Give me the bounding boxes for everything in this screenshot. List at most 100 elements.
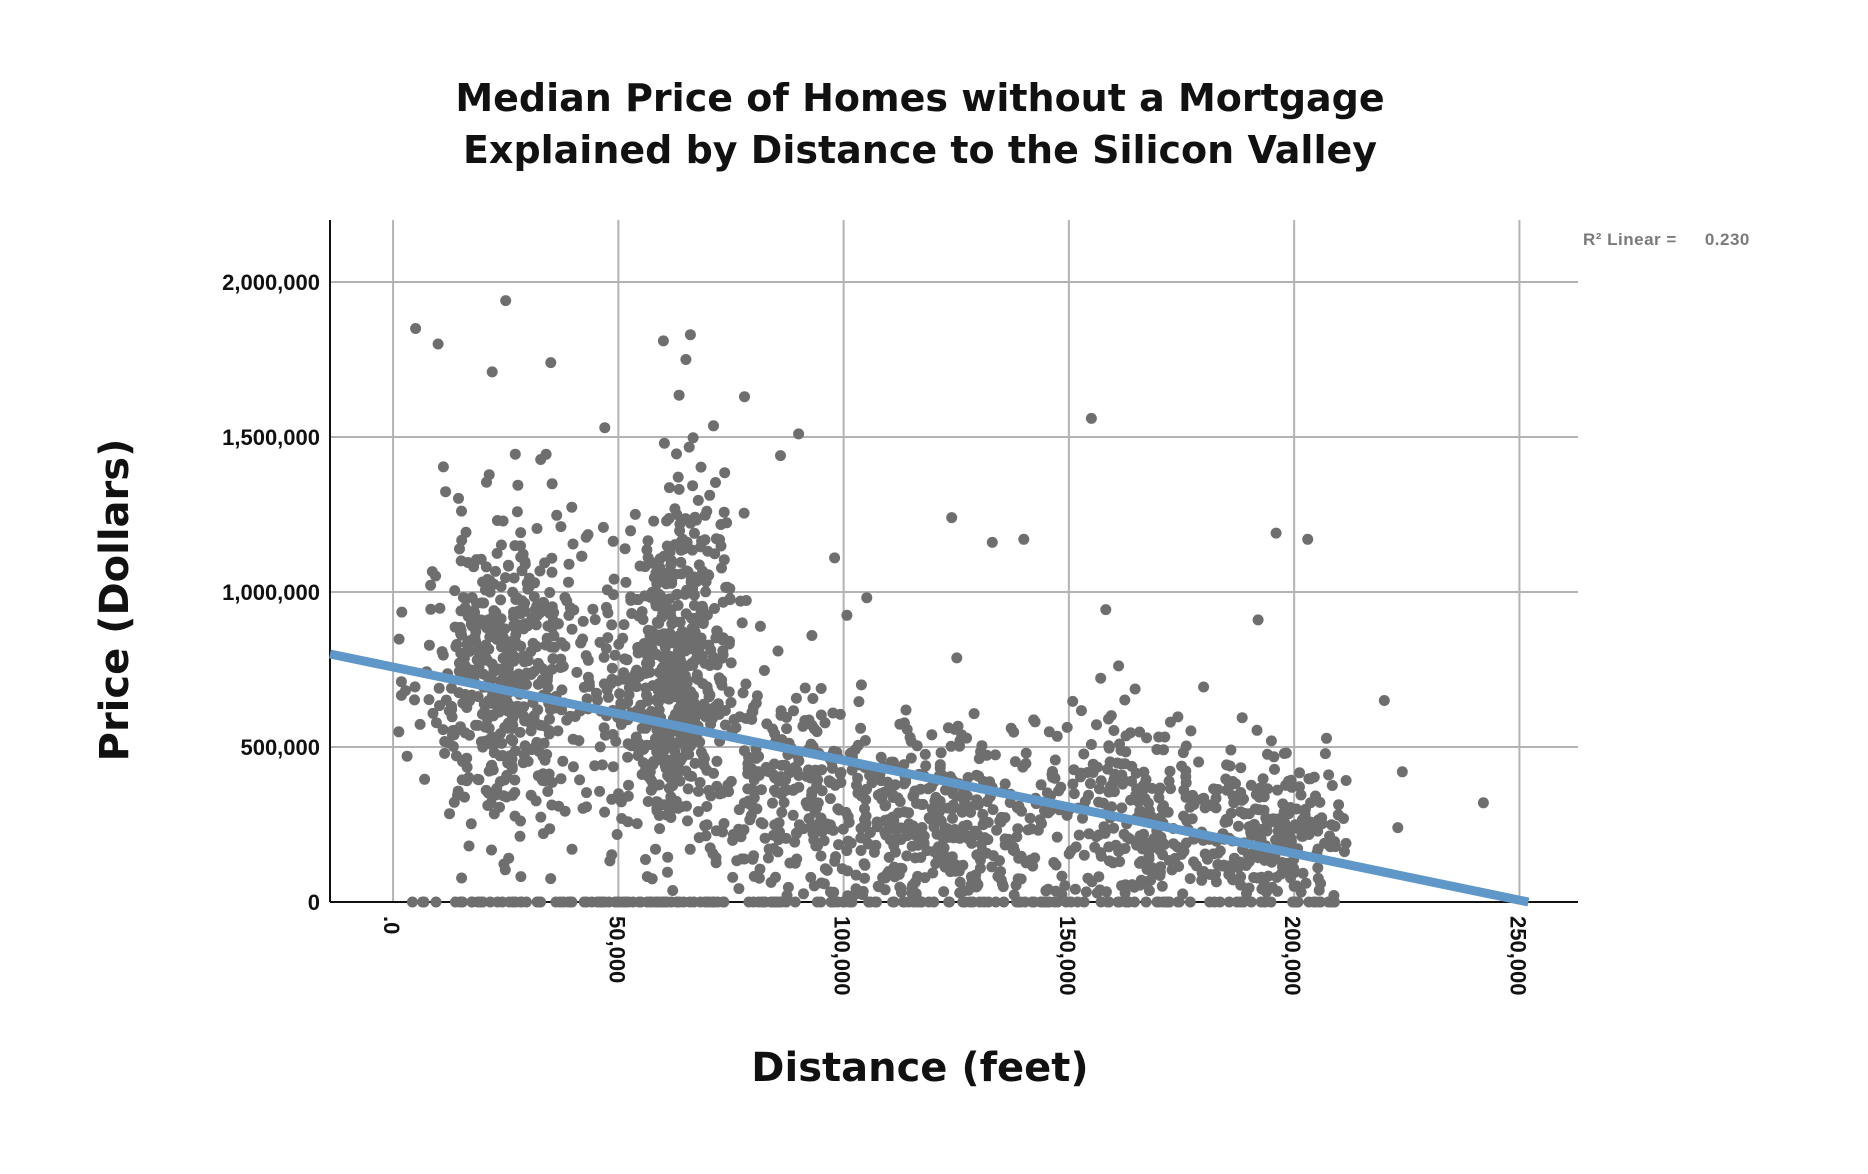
data-point-2356 bbox=[908, 896, 919, 908]
data-point-2143 bbox=[1178, 845, 1190, 857]
data-point-1210 bbox=[731, 855, 743, 867]
data-point-329 bbox=[500, 572, 511, 584]
data-point-1593 bbox=[842, 835, 854, 847]
data-point-1670 bbox=[900, 704, 912, 716]
y-axis-label: Price (Dollars) bbox=[92, 438, 138, 762]
data-point-2158 bbox=[1214, 845, 1226, 857]
data-point-459 bbox=[488, 578, 500, 590]
data-point-1997 bbox=[1257, 773, 1269, 785]
data-point-2139 bbox=[1313, 884, 1325, 896]
data-point-1630 bbox=[910, 888, 922, 900]
data-point-1215 bbox=[767, 797, 778, 809]
data-point-274 bbox=[469, 607, 481, 619]
data-point-2156 bbox=[1262, 818, 1274, 830]
data-point-319 bbox=[554, 662, 566, 673]
data-point-977 bbox=[681, 676, 693, 688]
data-point-889 bbox=[647, 557, 658, 569]
data-point-1665 bbox=[778, 785, 790, 797]
data-point-82 bbox=[425, 603, 437, 615]
data-point-2155 bbox=[1284, 802, 1296, 813]
data-point-1627 bbox=[859, 735, 871, 746]
data-point-1951 bbox=[1040, 885, 1052, 897]
data-point-1230 bbox=[853, 696, 865, 708]
data-point-2329 bbox=[748, 896, 759, 908]
data-point-1663 bbox=[944, 866, 956, 878]
data-point-1845 bbox=[1098, 821, 1110, 833]
data-point-1231 bbox=[816, 785, 828, 797]
data-point-451 bbox=[526, 744, 538, 756]
data-point-560 bbox=[716, 562, 727, 574]
data-point-938 bbox=[642, 657, 654, 668]
data-point-1296 bbox=[693, 785, 704, 797]
data-point-29 bbox=[490, 565, 501, 577]
data-point-2374 bbox=[1153, 896, 1165, 908]
data-point-2117 bbox=[1249, 829, 1261, 841]
data-point-488 bbox=[577, 615, 589, 627]
data-point-1055 bbox=[691, 703, 702, 715]
data-point-287 bbox=[437, 724, 449, 736]
data-point-2119 bbox=[1295, 886, 1307, 898]
data-point-484 bbox=[526, 612, 538, 624]
data-point-1070 bbox=[625, 594, 637, 606]
data-point-376 bbox=[567, 761, 579, 773]
data-point-266 bbox=[485, 797, 497, 809]
data-point-1871 bbox=[1041, 787, 1053, 799]
data-point-102 bbox=[396, 606, 408, 618]
data-point-394 bbox=[400, 685, 411, 697]
data-point-453 bbox=[470, 626, 482, 638]
data-point-2379 bbox=[1323, 896, 1335, 908]
data-point-1298 bbox=[776, 759, 788, 771]
data-point-357 bbox=[476, 597, 487, 609]
data-point-2012 bbox=[1221, 784, 1233, 796]
data-point-342 bbox=[457, 592, 469, 603]
data-point-866 bbox=[623, 779, 634, 791]
data-point-2395 bbox=[1378, 695, 1390, 706]
data-point-757 bbox=[553, 800, 565, 812]
data-point-507 bbox=[456, 774, 468, 786]
data-point-1869 bbox=[1073, 829, 1085, 841]
data-point-417 bbox=[525, 646, 537, 658]
data-point-1662 bbox=[957, 802, 969, 814]
data-point-925 bbox=[551, 509, 563, 521]
data-point-520 bbox=[619, 543, 631, 555]
x-tick-label-1: 50,000 bbox=[604, 916, 629, 983]
data-point-553 bbox=[601, 584, 613, 596]
data-point-92 bbox=[414, 718, 426, 730]
data-point-1172 bbox=[841, 609, 853, 621]
data-point-284 bbox=[409, 681, 421, 693]
data-point-2002 bbox=[1329, 820, 1341, 832]
data-point-46 bbox=[433, 682, 445, 694]
data-point-1082 bbox=[688, 690, 699, 702]
data-point-1260 bbox=[790, 692, 802, 704]
data-point-1076 bbox=[665, 559, 677, 571]
data-point-807 bbox=[632, 647, 644, 659]
data-point-1660 bbox=[872, 789, 884, 801]
data-point-2358 bbox=[1163, 896, 1175, 908]
data-point-1716 bbox=[1029, 716, 1041, 728]
data-point-1947 bbox=[1118, 775, 1130, 787]
data-point-1083 bbox=[669, 503, 681, 515]
data-point-1944 bbox=[1103, 786, 1115, 798]
data-point-771 bbox=[607, 761, 619, 773]
data-point-2367 bbox=[708, 896, 720, 908]
data-point-307 bbox=[580, 650, 592, 662]
data-point-1658 bbox=[907, 828, 919, 840]
data-point-2401 bbox=[599, 422, 611, 434]
data-point-2124 bbox=[1276, 857, 1288, 868]
data-point-2009 bbox=[1233, 820, 1244, 832]
data-point-998 bbox=[664, 764, 676, 776]
data-point-460 bbox=[532, 657, 544, 669]
data-point-1775 bbox=[1056, 870, 1068, 882]
data-point-2355 bbox=[765, 896, 777, 908]
data-point-1948 bbox=[1141, 732, 1153, 744]
data-point-454 bbox=[512, 479, 524, 491]
data-point-1548 bbox=[978, 816, 990, 828]
data-point-1178 bbox=[730, 722, 742, 734]
data-point-910 bbox=[642, 695, 654, 707]
y-tick-label-3: 1,500,000 bbox=[222, 425, 320, 450]
data-point-1187 bbox=[807, 693, 819, 704]
data-point-304 bbox=[581, 787, 592, 799]
data-point-2350 bbox=[633, 896, 645, 908]
data-point-1105 bbox=[692, 806, 704, 817]
data-point-505 bbox=[481, 476, 492, 488]
